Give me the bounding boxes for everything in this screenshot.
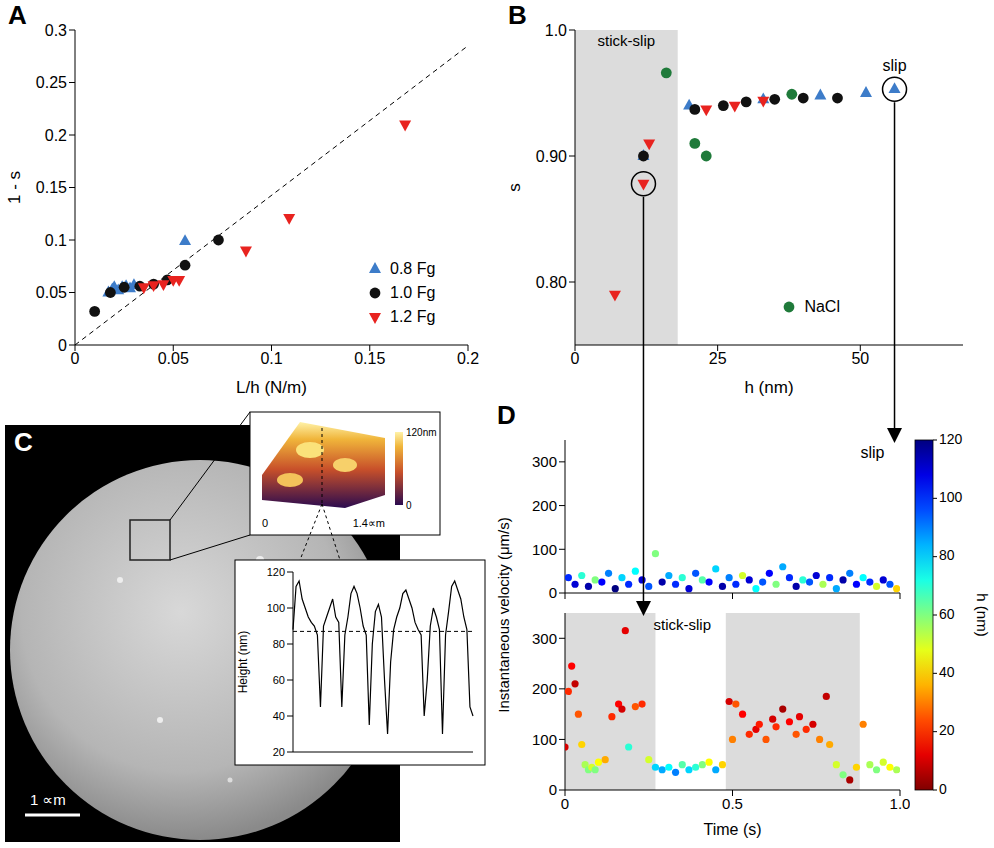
svg-text:1 ∝m: 1 ∝m	[30, 791, 66, 808]
svg-text:Instantaneous velocity (μm/s): Instantaneous velocity (μm/s)	[495, 517, 512, 712]
html-text:1.0 Fg: 1.0 Fg	[390, 284, 436, 301]
html-text:C: C	[14, 427, 33, 457]
svg-text:1.0: 1.0	[545, 22, 567, 39]
svg-text:40: 40	[939, 664, 955, 680]
svg-text:0.2: 0.2	[45, 127, 67, 144]
svg-text:100: 100	[939, 489, 963, 505]
html-text:A: A	[8, 0, 27, 30]
svg-text:0.5: 0.5	[722, 795, 743, 812]
html-text:NaCl: NaCl	[804, 298, 840, 316]
svg-text:h (nm): h (nm)	[974, 593, 991, 636]
html-text:1.2 Fg: 1.2 Fg	[390, 308, 436, 325]
svg-text:200: 200	[532, 497, 557, 514]
svg-text:120: 120	[939, 431, 963, 447]
svg-text:0.25: 0.25	[36, 74, 67, 91]
svg-text:80: 80	[273, 638, 285, 650]
svg-text:1.0: 1.0	[890, 795, 910, 812]
svg-text:0.1: 0.1	[45, 232, 67, 249]
html-text:0.8 Fg: 0.8 Fg	[390, 260, 436, 277]
svg-text:0.3: 0.3	[45, 22, 67, 39]
svg-text:s: s	[505, 183, 524, 192]
svg-text:1.4∝m: 1.4∝m	[353, 517, 385, 529]
svg-text:0: 0	[406, 500, 412, 511]
svg-text:300: 300	[532, 630, 557, 647]
svg-text:50: 50	[851, 350, 869, 367]
svg-text:120: 120	[267, 566, 285, 578]
svg-text:0.15: 0.15	[36, 179, 67, 196]
svg-text:0.80: 0.80	[536, 274, 567, 291]
svg-text:0: 0	[571, 350, 580, 367]
svg-text:20: 20	[273, 746, 285, 758]
svg-text:40: 40	[273, 710, 285, 722]
svg-text:200: 200	[532, 680, 557, 697]
svg-text:0: 0	[549, 781, 557, 798]
html-text:slip: slip	[860, 444, 885, 461]
svg-text:0.05: 0.05	[36, 284, 67, 301]
html-text:stick-slip: stick-slip	[653, 616, 711, 633]
svg-text:h (nm): h (nm)	[744, 378, 793, 397]
svg-text:0: 0	[939, 781, 947, 797]
svg-text:L/h (N/m): L/h (N/m)	[236, 378, 307, 397]
svg-text:0: 0	[262, 517, 268, 529]
svg-text:0: 0	[561, 795, 569, 812]
svg-text:60: 60	[273, 674, 285, 686]
svg-text:100: 100	[267, 602, 285, 614]
svg-text:Height (nm): Height (nm)	[237, 631, 250, 694]
html-text:D: D	[497, 400, 516, 430]
svg-text:1 - s: 1 - s	[5, 171, 24, 204]
svg-text:80: 80	[939, 547, 955, 563]
svg-text:100: 100	[532, 541, 557, 558]
svg-text:60: 60	[939, 606, 955, 622]
svg-text:120nm: 120nm	[406, 427, 437, 438]
svg-text:0: 0	[58, 337, 67, 354]
svg-text:0: 0	[71, 350, 80, 367]
svg-text:stick-slip: stick-slip	[598, 32, 656, 49]
svg-text:25: 25	[709, 350, 727, 367]
html-text:B: B	[508, 0, 527, 30]
svg-text:0.90: 0.90	[536, 148, 567, 165]
svg-text:0: 0	[549, 584, 557, 601]
svg-text:0.2: 0.2	[457, 350, 479, 367]
svg-text:0.1: 0.1	[260, 350, 282, 367]
svg-text:100: 100	[532, 731, 557, 748]
svg-text:20: 20	[939, 722, 955, 738]
svg-text:300: 300	[532, 453, 557, 470]
svg-text:slip: slip	[883, 57, 907, 74]
svg-text:0.05: 0.05	[158, 350, 189, 367]
svg-text:Time (s): Time (s)	[703, 821, 761, 838]
svg-text:0.15: 0.15	[354, 350, 385, 367]
